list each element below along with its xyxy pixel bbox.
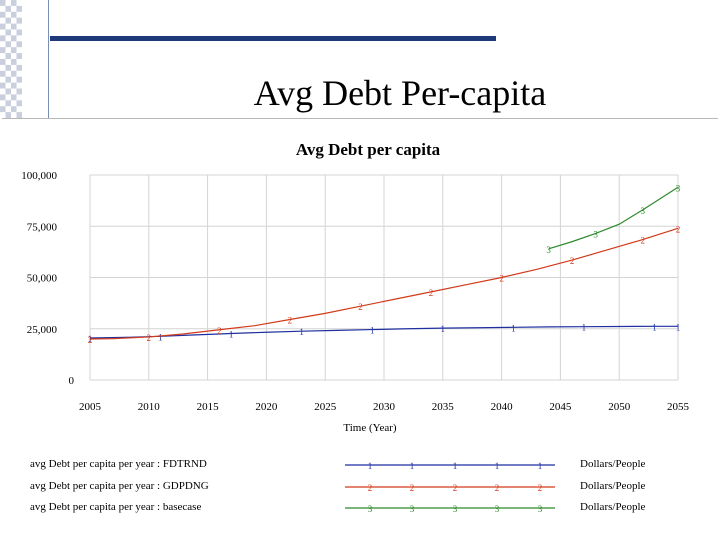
- decorative-checker-pattern: [0, 0, 22, 118]
- data-point-marker: 3: [593, 229, 598, 239]
- data-point-marker: 2: [88, 335, 93, 345]
- x-tick-label: 2050: [608, 401, 631, 413]
- data-point-marker: 1: [511, 323, 516, 333]
- data-point-marker: 2: [217, 326, 222, 336]
- y-tick-label: 100,000: [21, 170, 57, 182]
- legend-label: avg Debt per capita per year : GDPDNG: [30, 480, 209, 492]
- legend-marker: 2: [410, 483, 415, 493]
- series-line: [89, 325, 678, 339]
- y-tick-label: 50,000: [27, 273, 58, 285]
- series-line: [548, 186, 679, 250]
- legend-label: avg Debt per capita per year : basecase: [30, 501, 202, 513]
- x-tick-label: 2040: [491, 401, 514, 413]
- data-point-marker: 1: [299, 327, 304, 337]
- x-tick-label: 2020: [255, 401, 278, 413]
- data-point-marker: 3: [640, 206, 645, 216]
- legend-marker: 1: [368, 461, 373, 471]
- x-tick-label: 2010: [138, 401, 161, 413]
- data-point-marker: 2: [288, 316, 293, 326]
- series-2: 2 2 2 2 2 2 2 2 2 2: [88, 224, 681, 345]
- data-point-marker: 2: [147, 333, 152, 343]
- legend-marker: 3: [495, 504, 500, 514]
- legend-marker: 3: [410, 504, 415, 514]
- data-point-marker: 1: [582, 323, 587, 333]
- legend-label: avg Debt per capita per year : FDTRND: [30, 458, 207, 470]
- legend-marker: 1: [453, 461, 458, 471]
- legend-unit: Dollars/People: [580, 458, 646, 470]
- legend-marker: 3: [453, 504, 458, 514]
- slide-title: Avg Debt Per-capita: [253, 73, 547, 113]
- legend-marker: 2: [495, 483, 500, 493]
- legend-marker: 3: [368, 504, 373, 514]
- data-point-marker: 2: [640, 236, 645, 246]
- legend-marker: 1: [410, 461, 415, 471]
- y-tick-label: 25,000: [27, 324, 58, 336]
- data-point-marker: 3: [676, 183, 681, 193]
- y-tick-label: 75,000: [27, 221, 58, 233]
- legend-unit: Dollars/People: [580, 501, 646, 513]
- data-point-marker: 1: [229, 329, 234, 339]
- x-tick-label: 2025: [314, 401, 337, 413]
- data-point-marker: 1: [652, 322, 657, 332]
- data-point-marker: 2: [676, 224, 681, 234]
- series-3: 3 3 3 3: [546, 183, 680, 255]
- legend-marker: 2: [538, 483, 543, 493]
- legend-marker: 1: [538, 461, 543, 471]
- series-line: [89, 227, 679, 340]
- data-point-marker: 1: [676, 322, 681, 332]
- legend-marker: 1: [495, 461, 500, 471]
- chart-title: Avg Debt per capita: [295, 140, 441, 159]
- legend-marker: 3: [538, 504, 543, 514]
- data-point-marker: 1: [158, 332, 163, 342]
- legend-entry: avg Debt per capita per year : FDTRND Dol…: [30, 458, 710, 476]
- x-tick-label: 2055: [667, 401, 690, 413]
- x-tick-label: 2030: [373, 401, 396, 413]
- decorative-title-bar: [50, 36, 496, 41]
- decorative-vertical-line: [48, 0, 49, 118]
- data-point-marker: 2: [429, 288, 434, 298]
- data-point-marker: 3: [546, 245, 551, 255]
- data-point-marker: 1: [370, 326, 375, 336]
- data-point-marker: 2: [358, 302, 363, 312]
- data-point-marker: 2: [499, 274, 504, 284]
- legend-marker: 2: [368, 483, 373, 493]
- legend-entry: avg Debt per capita per year : GDPDNG Dol…: [30, 480, 710, 498]
- x-tick-label: 2015: [197, 401, 220, 413]
- data-point-marker: 2: [570, 256, 575, 266]
- x-tick-label: 2045: [549, 401, 572, 413]
- y-tick-label: 0: [69, 375, 75, 387]
- data-point-marker: 1: [441, 324, 446, 334]
- legend-unit: Dollars/People: [580, 480, 646, 492]
- legend-entry: avg Debt per capita per year : basecase D…: [30, 501, 710, 519]
- x-tick-label: 2035: [432, 401, 455, 413]
- legend-marker: 2: [453, 483, 458, 493]
- x-tick-label: 2005: [79, 401, 102, 413]
- x-axis-label: Time (Year): [343, 422, 397, 434]
